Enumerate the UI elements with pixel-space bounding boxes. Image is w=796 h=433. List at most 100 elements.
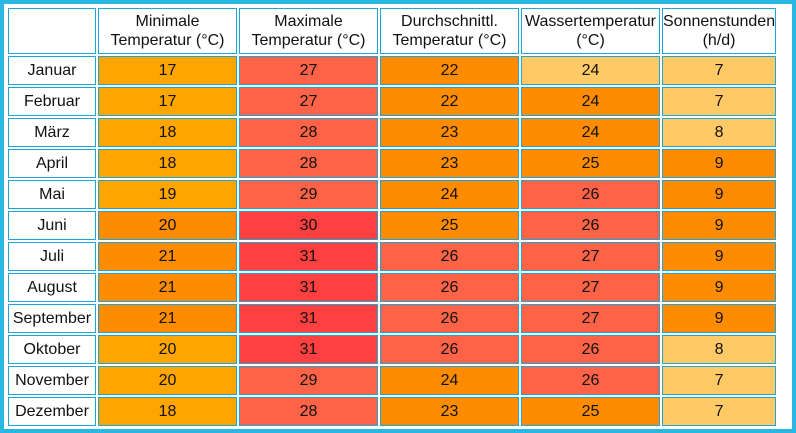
cell-sun-hours: 9 [662,273,777,302]
table-row: Dezember 18 28 23 25 7 [8,397,777,426]
cell-sun-hours: 9 [662,211,777,240]
cell-max-temp: 29 [239,180,378,209]
cell-min-temp: 17 [98,87,237,116]
cell-max-temp: 31 [239,335,378,364]
cell-water-temp: 24 [521,87,660,116]
header-line: Sonnenstunden [663,13,776,30]
month-label: Oktober [8,335,96,364]
month-label: Juni [8,211,96,240]
cell-avg-temp: 24 [380,180,519,209]
climate-table: Minimale Temperatur (°C) Maximale Temper… [6,6,778,428]
cell-min-temp: 20 [98,335,237,364]
cell-min-temp: 21 [98,242,237,271]
cell-max-temp: 28 [239,149,378,178]
cell-max-temp: 29 [239,366,378,395]
table-row: Februar 17 27 22 24 7 [8,87,777,116]
header-row: Minimale Temperatur (°C) Maximale Temper… [8,8,777,54]
cell-avg-temp: 26 [380,273,519,302]
climate-table-container: Minimale Temperatur (°C) Maximale Temper… [4,4,792,429]
header-month-corner [8,8,96,54]
cell-max-temp: 31 [239,273,378,302]
cell-min-temp: 18 [98,397,237,426]
cell-sun-hours: 8 [662,118,777,147]
cell-water-temp: 27 [521,304,660,333]
header-line: Temperatur (°C) [110,32,225,49]
cell-max-temp: 27 [239,87,378,116]
cell-avg-temp: 26 [380,242,519,271]
cell-sun-hours: 9 [662,242,777,271]
cell-avg-temp: 23 [380,149,519,178]
cell-min-temp: 21 [98,304,237,333]
header-line: Maximale [274,13,343,30]
cell-avg-temp: 26 [380,335,519,364]
header-line: (h/d) [702,32,736,49]
cell-water-temp: 26 [521,335,660,364]
month-label: April [8,149,96,178]
header-max-temp: Maximale Temperatur (°C) [239,8,378,54]
table-row: Juli 21 31 26 27 9 [8,242,777,271]
header-avg-temp: Durchschnittl. Temperatur (°C) [380,8,519,54]
month-label: Februar [8,87,96,116]
header-line: (°C) [576,32,605,49]
cell-avg-temp: 24 [380,366,519,395]
cell-avg-temp: 25 [380,211,519,240]
table-row: November 20 29 24 26 7 [8,366,777,395]
cell-max-temp: 30 [239,211,378,240]
cell-avg-temp: 22 [380,56,519,85]
cell-water-temp: 26 [521,180,660,209]
cell-sun-hours: 7 [662,56,777,85]
cell-water-temp: 25 [521,149,660,178]
cell-sun-hours: 9 [662,149,777,178]
month-label: November [8,366,96,395]
table-row: August 21 31 26 27 9 [8,273,777,302]
cell-max-temp: 31 [239,304,378,333]
cell-min-temp: 20 [98,211,237,240]
table-row: Januar 17 27 22 24 7 [8,56,777,85]
table-row: Oktober 20 31 26 26 8 [8,335,777,364]
header-line: Durchschnittl. [401,13,498,30]
cell-water-temp: 27 [521,242,660,271]
cell-min-temp: 18 [98,118,237,147]
cell-min-temp: 21 [98,273,237,302]
cell-max-temp: 28 [239,118,378,147]
cell-water-temp: 25 [521,397,660,426]
header-line: Temperatur (°C) [251,32,366,49]
table-row: April 18 28 23 25 9 [8,149,777,178]
header-line: Minimale [135,13,200,30]
cell-max-temp: 31 [239,242,378,271]
cell-max-temp: 28 [239,397,378,426]
table-row: Mai 19 29 24 26 9 [8,180,777,209]
cell-water-temp: 24 [521,118,660,147]
header-min-temp: Minimale Temperatur (°C) [98,8,237,54]
cell-sun-hours: 8 [662,335,777,364]
month-label: März [8,118,96,147]
header-water-temp: Wassertemperatur (°C) [521,8,660,54]
header-line: Wassertemperatur [525,13,656,30]
cell-min-temp: 17 [98,56,237,85]
cell-max-temp: 27 [239,56,378,85]
month-label: Juli [8,242,96,271]
cell-avg-temp: 23 [380,397,519,426]
month-label: August [8,273,96,302]
cell-water-temp: 27 [521,273,660,302]
cell-sun-hours: 7 [662,397,777,426]
cell-avg-temp: 23 [380,118,519,147]
cell-min-temp: 18 [98,149,237,178]
table-row: September 21 31 26 27 9 [8,304,777,333]
cell-avg-temp: 26 [380,304,519,333]
month-label: Mai [8,180,96,209]
header-sun-hours: Sonnenstunden (h/d) [662,8,777,54]
header-line: Temperatur (°C) [392,32,507,49]
cell-sun-hours: 7 [662,366,777,395]
cell-sun-hours: 7 [662,87,777,116]
table-row: Juni 20 30 25 26 9 [8,211,777,240]
month-label: September [8,304,96,333]
month-label: Januar [8,56,96,85]
cell-sun-hours: 9 [662,180,777,209]
cell-min-temp: 20 [98,366,237,395]
table-row: März 18 28 23 24 8 [8,118,777,147]
cell-water-temp: 26 [521,211,660,240]
cell-avg-temp: 22 [380,87,519,116]
cell-sun-hours: 9 [662,304,777,333]
cell-water-temp: 26 [521,366,660,395]
